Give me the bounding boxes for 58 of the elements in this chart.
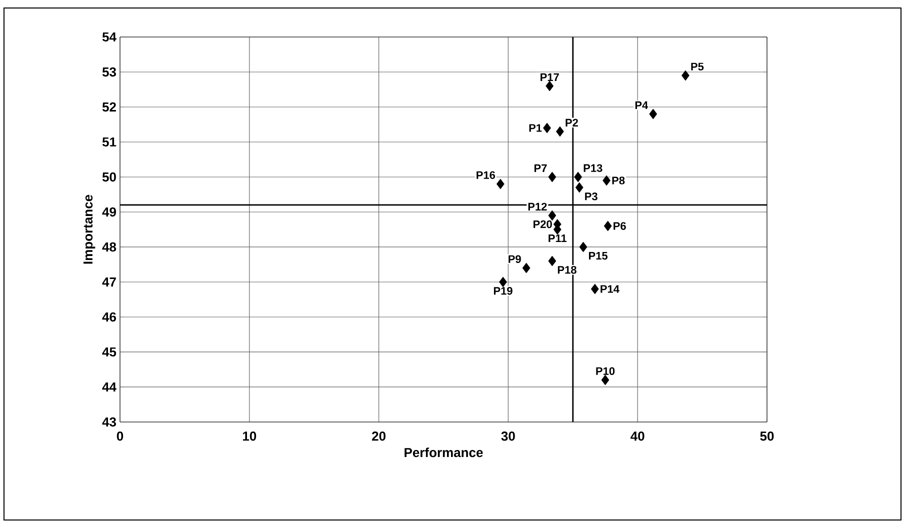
y-tick-label: 44 [102, 382, 116, 392]
point [522, 262, 530, 274]
annotation: P10 [596, 367, 615, 375]
point [579, 242, 588, 252]
point [575, 182, 584, 193]
x-tick-label: 50 [760, 432, 774, 441]
annotation: P13 [584, 164, 602, 172]
annotation: P7 [534, 164, 547, 172]
x-tick-label: 0 [116, 432, 124, 441]
point [548, 172, 556, 182]
y-tick-label: 54 [102, 32, 116, 42]
y-tick-label: 49 [102, 207, 116, 217]
point [574, 172, 582, 182]
y-axis-title: Importance [84, 194, 96, 264]
annotation: P8 [612, 176, 625, 184]
point [649, 108, 658, 120]
annotation: P4 [635, 101, 648, 109]
point [546, 80, 554, 92]
point [682, 70, 690, 81]
point [496, 178, 504, 190]
y-tick-label: 52 [102, 102, 116, 112]
point [499, 276, 507, 288]
annotation: P16 [476, 171, 496, 179]
annotation: P14 [600, 285, 620, 293]
point [543, 122, 551, 134]
annotation: P11 [548, 234, 567, 242]
annotation: P5 [691, 62, 704, 70]
y-tick-label: 50 [102, 172, 116, 182]
annotation: P17 [540, 73, 559, 81]
annotation: P1 [529, 124, 542, 132]
x-tick-label: 20 [372, 432, 386, 441]
y-tick-label: 47 [102, 278, 116, 286]
point [604, 220, 612, 232]
y-tick-label: 46 [102, 312, 116, 322]
annotation: P2 [566, 118, 578, 126]
point [556, 126, 564, 137]
point [601, 374, 610, 386]
point [590, 284, 599, 294]
annotation: P15 [588, 252, 608, 260]
annotation: P20 [534, 220, 552, 228]
x-tick-label: 10 [242, 432, 256, 441]
y-tick-label: 43 [102, 417, 116, 427]
x-tick-label: 30 [501, 432, 515, 441]
y-tick-label: 53 [102, 67, 116, 77]
point [602, 175, 610, 186]
y-tick-label: 48 [102, 242, 116, 252]
annotation: P9 [508, 255, 521, 263]
x-axis-title: Performance [404, 448, 483, 458]
annotation: P3 [585, 192, 598, 200]
y-tick-label: 51 [102, 137, 116, 147]
x-tick-label: 40 [630, 432, 644, 441]
point [548, 210, 556, 221]
annotation: P12 [528, 202, 547, 210]
annotation: P6 [614, 222, 626, 230]
point [548, 256, 556, 266]
y-tick-label: 45 [102, 347, 116, 357]
annotation: P19 [494, 287, 512, 295]
annotation: P18 [558, 266, 576, 274]
